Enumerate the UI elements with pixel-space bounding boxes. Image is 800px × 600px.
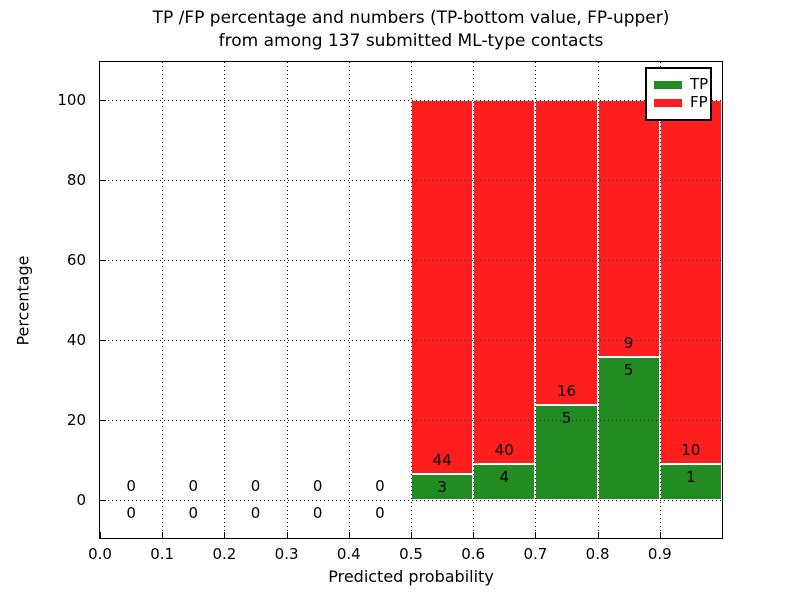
x-tick-mark — [224, 532, 226, 538]
x-tick-label: 0.0 — [88, 545, 112, 563]
tp-legend-patch — [654, 80, 682, 89]
v-gridline — [473, 62, 475, 538]
y-tick-mark — [100, 500, 106, 501]
fp-count-annotation: 0 — [126, 477, 136, 495]
v-gridline — [597, 62, 599, 538]
v-gridline — [162, 62, 164, 538]
tp-count-annotation: 5 — [623, 361, 634, 380]
plot-frame — [99, 61, 723, 539]
tp-bar — [597, 357, 660, 500]
fp-count-annotation: 16 — [556, 381, 577, 400]
y-tick-mark — [100, 260, 106, 261]
fp-count-annotation: 0 — [312, 477, 323, 495]
y-axis-label: Percentage — [13, 255, 33, 346]
x-tick-mark — [597, 532, 599, 538]
tp-count-annotation: 0 — [250, 504, 261, 522]
v-gridline — [224, 62, 226, 538]
x-tick-mark — [411, 532, 412, 538]
y-tick-mark — [100, 100, 106, 101]
x-tick-label: 0.7 — [523, 545, 548, 563]
legend-label: FP — [690, 93, 708, 111]
legend-label: TP — [690, 75, 709, 93]
fp-bar — [411, 100, 474, 475]
x-tick-label: 0.5 — [399, 545, 423, 563]
y-tick-label: 80 — [66, 171, 86, 189]
legend-row: FP — [654, 94, 708, 111]
x-tick-label: 0.2 — [212, 545, 237, 563]
x-tick-label: 0.3 — [274, 545, 299, 563]
y-tick-mark — [100, 340, 106, 341]
y-tick-mark — [100, 180, 106, 181]
tp-count-annotation: 3 — [437, 478, 447, 497]
v-gridline — [286, 62, 288, 538]
chart-title-line2: from among 137 submitted ML-type contact… — [218, 31, 604, 51]
fp-bar — [535, 100, 598, 405]
x-tick-label: 0.8 — [585, 545, 610, 563]
x-tick-mark — [162, 532, 164, 538]
fp-count-annotation: 9 — [623, 334, 634, 353]
tp-count-annotation: 0 — [375, 504, 385, 522]
y-tick-mark — [100, 420, 106, 421]
x-tick-mark — [286, 532, 288, 538]
fp-count-annotation: 0 — [188, 477, 199, 495]
y-tick-label: 60 — [66, 251, 86, 269]
tp-count-annotation: 1 — [686, 467, 696, 486]
fp-count-annotation: 0 — [375, 477, 385, 495]
tp-count-annotation: 0 — [188, 504, 199, 522]
chart-title-line1: TP /FP percentage and numbers (TP-bottom… — [152, 8, 670, 28]
legend: TP FP — [645, 67, 712, 121]
plot-area — [100, 62, 722, 538]
fp-bar — [473, 100, 536, 464]
x-tick-mark — [100, 532, 101, 538]
x-tick-mark — [659, 532, 661, 538]
y-tick-label: 0 — [76, 491, 86, 509]
fp-count-annotation: 44 — [432, 451, 452, 470]
fp-bar — [659, 100, 722, 464]
legend-row: TP — [654, 76, 708, 93]
x-tick-label: 0.6 — [461, 545, 486, 563]
tp-count-annotation: 4 — [499, 467, 510, 486]
tp-count-annotation: 5 — [561, 408, 572, 427]
y-tick-label: 40 — [66, 331, 86, 349]
fp-bar — [597, 100, 660, 358]
x-axis-label: Predicted probability — [328, 567, 494, 586]
v-gridline — [411, 62, 412, 538]
fp-count-annotation: 40 — [494, 440, 514, 459]
fp-legend-patch — [654, 98, 682, 107]
v-gridline — [659, 62, 661, 538]
tp-count-annotation: 0 — [312, 504, 323, 522]
tp-count-annotation: 0 — [126, 504, 136, 522]
x-tick-label: 0.9 — [647, 545, 672, 563]
chart-title: TP /FP percentage and numbers (TP-bottom… — [100, 7, 722, 53]
fp-count-annotation: 0 — [250, 477, 261, 495]
fp-count-annotation: 10 — [681, 440, 701, 459]
x-tick-mark — [348, 532, 350, 538]
x-tick-mark — [535, 532, 537, 538]
y-tick-label: 100 — [57, 91, 86, 109]
x-tick-label: 0.1 — [150, 545, 175, 563]
v-gridline — [535, 62, 537, 538]
y-tick-label: 20 — [66, 411, 86, 429]
v-gridline — [348, 62, 350, 538]
x-tick-label: 0.4 — [336, 545, 361, 563]
x-tick-mark — [473, 532, 475, 538]
